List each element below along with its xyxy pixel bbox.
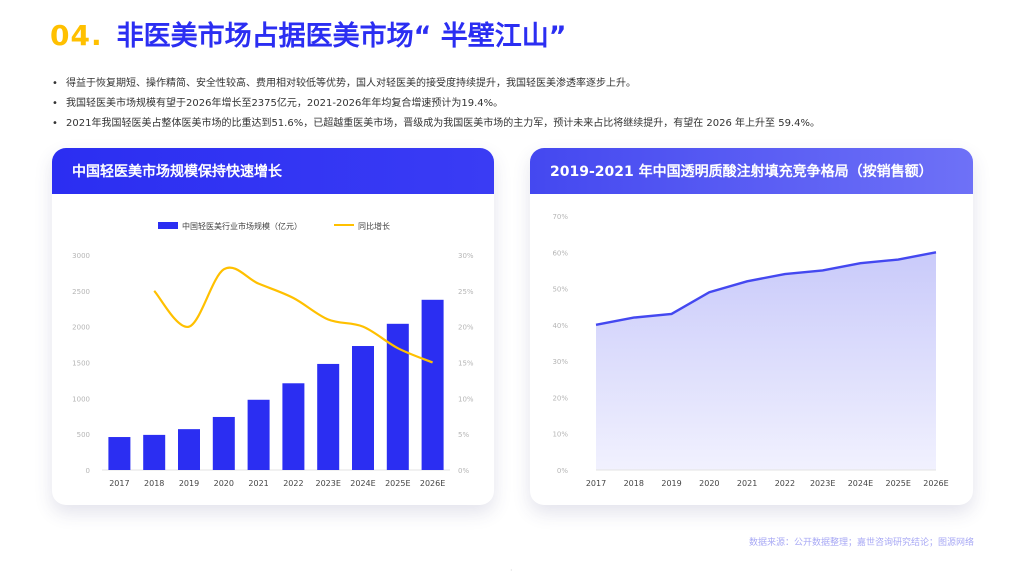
bullet-list: 得益于恢复期短、操作精简、安全性较高、费用相对较低等优势，国人对轻医美的接受度持… — [50, 77, 990, 137]
y-tick-label: 50% — [552, 286, 568, 294]
chart-legend: 中国轻医美行业市场规模（亿元） 同比增长 — [158, 221, 390, 231]
y2-tick-label: 5% — [458, 431, 469, 439]
bar — [282, 383, 305, 470]
x-tick-label: 2020 — [214, 479, 234, 488]
x-tick-label: 2022 — [283, 479, 303, 488]
page-marker: · — [510, 566, 513, 575]
bar — [143, 434, 166, 470]
bar — [247, 399, 270, 470]
bullet-item: 得益于恢复期短、操作精简、安全性较高、费用相对较低等优势，国人对轻医美的接受度持… — [50, 77, 990, 97]
y2-tick-label: 10% — [458, 395, 474, 403]
bullet-item: 我国轻医美市场规模有望于2026年增长至2375亿元，2021-2026年年均复… — [50, 97, 990, 117]
x-tick-label: 2024E — [350, 479, 375, 488]
market-size-card: 中国轻医美市场规模保持快速增长 中国轻医美行业市场规模（亿元） 同比增长 0 500 1… — [52, 148, 494, 505]
bar — [386, 323, 409, 470]
growth-line — [153, 266, 434, 364]
y-tick-label: 30% — [552, 358, 568, 366]
x-tick-label: 2026E — [420, 479, 445, 488]
x-tick-label: 2024E — [848, 479, 873, 488]
y-tick-label: 1000 — [72, 395, 90, 403]
y-tick-label: 3000 — [72, 252, 90, 260]
x-tick-label: 2023E — [315, 479, 340, 488]
area-fill — [596, 252, 936, 470]
x-tick-label: 2017 — [586, 479, 606, 488]
x-tick-label: 2018 — [624, 479, 644, 488]
legend-label: 中国轻医美行业市场规模（亿元） — [182, 221, 302, 231]
area-line — [595, 251, 937, 327]
bar — [212, 416, 235, 470]
x-tick-label: 2023E — [810, 479, 835, 488]
x-tick-label: 2025E — [385, 479, 410, 488]
y2-tick-label: 20% — [458, 324, 474, 332]
y2-tick-label: 30% — [458, 252, 474, 260]
y2-tick-label: 25% — [458, 288, 474, 296]
x-tick-label: 2021 — [737, 479, 757, 488]
market-size-chart: 中国轻医美行业市场规模（亿元） 同比增长 0 500 1000 1500 2000 2500 3… — [72, 221, 474, 488]
bullet-item: 2021年我国轻医美占整体医美市场的比重达到51.6%，已超越重医美市场，晋级成… — [50, 117, 990, 137]
x-tick-label: 2019 — [179, 479, 199, 488]
x-tick-label: 2020 — [699, 479, 719, 488]
data-source: 数据来源：公开数据整理；嘉世咨询研究结论；图源网络 — [748, 538, 974, 548]
section-number: 04. — [50, 19, 103, 52]
x-tick-label: 2019 — [661, 479, 681, 488]
y-tick-label: 1500 — [72, 360, 90, 368]
share-card: 2019-2021 年中国透明质酸注射填充竞争格局（按销售额） 0% 10% 20%… — [530, 148, 973, 505]
x-tick-label: 2021 — [248, 479, 268, 488]
y2-tick-label: 0% — [458, 467, 469, 475]
y-tick-label: 500 — [77, 431, 90, 439]
y2-tick-label: 15% — [458, 360, 474, 368]
x-tick-label: 2017 — [109, 479, 129, 488]
share-area-chart: 0% 10% 20% 30% 40% 50% 60% 70% 2017 2018 2019 2020 2… — [552, 213, 948, 488]
bar — [108, 437, 131, 470]
x-tick-label: 2018 — [144, 479, 164, 488]
y-tick-label: 40% — [552, 322, 568, 330]
y-tick-label: 70% — [552, 213, 568, 221]
y-tick-label: 10% — [552, 431, 568, 439]
y-tick-label: 60% — [552, 249, 568, 257]
bar — [178, 429, 200, 470]
title-text: 非医美市场占据医美市场“ 半壁江山” — [116, 21, 567, 52]
bar — [352, 346, 374, 470]
x-tick-label: 2022 — [775, 479, 795, 488]
card-title: 中国轻医美市场规模保持快速增长 — [52, 148, 494, 194]
y-tick-label: 20% — [552, 394, 568, 402]
x-tick-label: 2026E — [923, 479, 948, 488]
legend-label: 同比增长 — [358, 221, 390, 231]
card-title: 2019-2021 年中国透明质酸注射填充竞争格局（按销售额） — [530, 148, 973, 194]
page-title: 04. 非医美市场占据医美市场“ 半壁江山” — [50, 14, 567, 58]
legend-swatch-bar — [158, 222, 178, 229]
y-tick-label: 2000 — [72, 324, 90, 332]
y-tick-label: 2500 — [72, 288, 90, 296]
y-tick-label: 0% — [557, 467, 568, 475]
bar — [421, 299, 444, 470]
y-tick-label: 0 — [86, 467, 90, 475]
bar — [317, 363, 340, 470]
x-tick-label: 2025E — [886, 479, 911, 488]
